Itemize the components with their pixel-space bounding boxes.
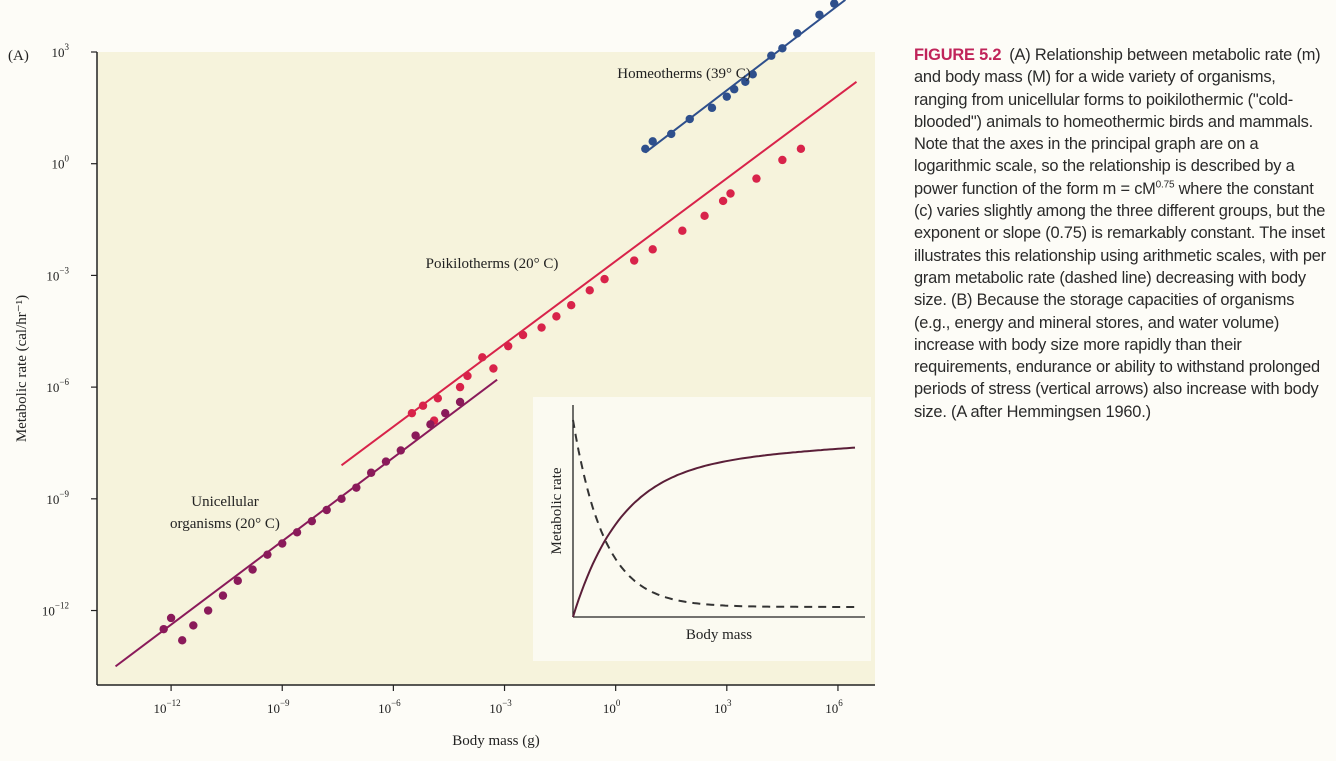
y-axis-label: Metabolic rate (cal/hr⁻¹) [14, 295, 30, 442]
data-point [455, 382, 465, 392]
data-point [218, 591, 228, 600]
data-point [407, 408, 417, 418]
data-point [648, 245, 657, 254]
figure-caption: FIGURE 5.2 (A) Relationship between metab… [914, 44, 1332, 423]
data-point [718, 196, 728, 206]
data-point [778, 155, 787, 165]
series-label: Homeotherms (39° C) [617, 66, 750, 82]
y-tick-label: 10−12 [42, 601, 69, 619]
data-point [767, 51, 776, 60]
data-point [478, 353, 487, 362]
fit-line [644, 0, 846, 154]
figure-label: FIGURE 5.2 [914, 46, 1002, 64]
data-point [203, 606, 213, 615]
data-point [700, 211, 709, 221]
data-point [741, 77, 750, 86]
data-point [189, 621, 198, 630]
metabolic-rate-chart: Body mass Metabolic rate 10−12 10−9 10−6 10−… [8, 0, 875, 749]
y-tick-label: 100 [52, 154, 70, 172]
x-tick-label: 10−6 [378, 698, 401, 716]
data-point [600, 274, 609, 284]
inset-solid-curve [572, 446, 856, 618]
data-point [322, 505, 331, 515]
data-point [678, 226, 687, 235]
data-point [352, 483, 361, 492]
y-tick-label: 10−6 [46, 377, 69, 395]
data-point [278, 539, 287, 548]
data-point [722, 92, 732, 101]
caption-exponent: 0.75 [1155, 179, 1175, 191]
data-point [489, 364, 498, 373]
data-point [178, 636, 187, 645]
data-point [433, 394, 443, 403]
data-point [730, 85, 739, 94]
data-point [366, 468, 376, 477]
x-tick-label: 10−9 [267, 698, 290, 716]
series-label: Poikilotherms (20° C) [426, 256, 559, 272]
data-point [463, 371, 472, 381]
y-tick-label: 10−9 [46, 489, 69, 507]
series-label: organisms (20° C) [170, 516, 280, 532]
data-point [441, 408, 450, 418]
inset-dashed-curve [572, 419, 855, 608]
x-axis-label: Body mass (g) [452, 733, 540, 749]
x-tick-label: 106 [825, 698, 843, 716]
data-point [518, 330, 528, 340]
data-point [159, 624, 168, 634]
data-point [537, 323, 546, 332]
data-point [411, 431, 420, 440]
data-point [381, 457, 391, 466]
data-point [648, 137, 657, 146]
panel-label: (A) [8, 48, 29, 64]
data-point [796, 144, 806, 154]
data-point [726, 189, 735, 198]
series-label: Unicellular [191, 494, 258, 510]
fit-line [340, 80, 858, 467]
data-point [707, 103, 717, 113]
data-point [248, 565, 257, 574]
data-point [455, 397, 465, 407]
data-point [166, 613, 176, 623]
data-point [793, 29, 802, 38]
caption-text-part1: (A) Relationship between metabolic rate … [914, 46, 1321, 198]
inset-y-label: Metabolic rate [549, 467, 565, 554]
data-point [752, 174, 761, 183]
data-point [396, 446, 405, 455]
y-tick-label: 10−3 [46, 265, 69, 283]
data-point [629, 256, 639, 265]
caption-text-part2: where the constant (c) varies slightly a… [914, 179, 1326, 421]
data-point [233, 576, 242, 585]
data-point [748, 70, 757, 79]
data-point [504, 341, 513, 351]
data-point [641, 144, 650, 154]
data-point [337, 494, 346, 504]
inset-x-label: Body mass [686, 627, 752, 643]
data-point [667, 129, 676, 139]
x-tick-label: 10−12 [154, 698, 181, 716]
data-point [418, 401, 428, 410]
data-point [263, 550, 272, 559]
x-tick-label: 10−3 [489, 698, 512, 716]
data-point [778, 44, 787, 53]
data-point [830, 0, 839, 8]
data-point [815, 10, 824, 19]
data-point [567, 301, 576, 310]
data-point [426, 420, 435, 429]
x-tick-label: 100 [603, 698, 621, 716]
data-point [685, 114, 694, 124]
data-point [552, 312, 561, 321]
y-tick-label: 103 [52, 42, 70, 60]
inset-background [533, 397, 871, 661]
data-point [585, 286, 594, 295]
fit-line [114, 378, 498, 668]
data-point [292, 528, 302, 537]
inset-chart: Body mass Metabolic rate [533, 397, 871, 661]
x-tick-label: 103 [714, 698, 732, 716]
data-point [307, 516, 317, 526]
